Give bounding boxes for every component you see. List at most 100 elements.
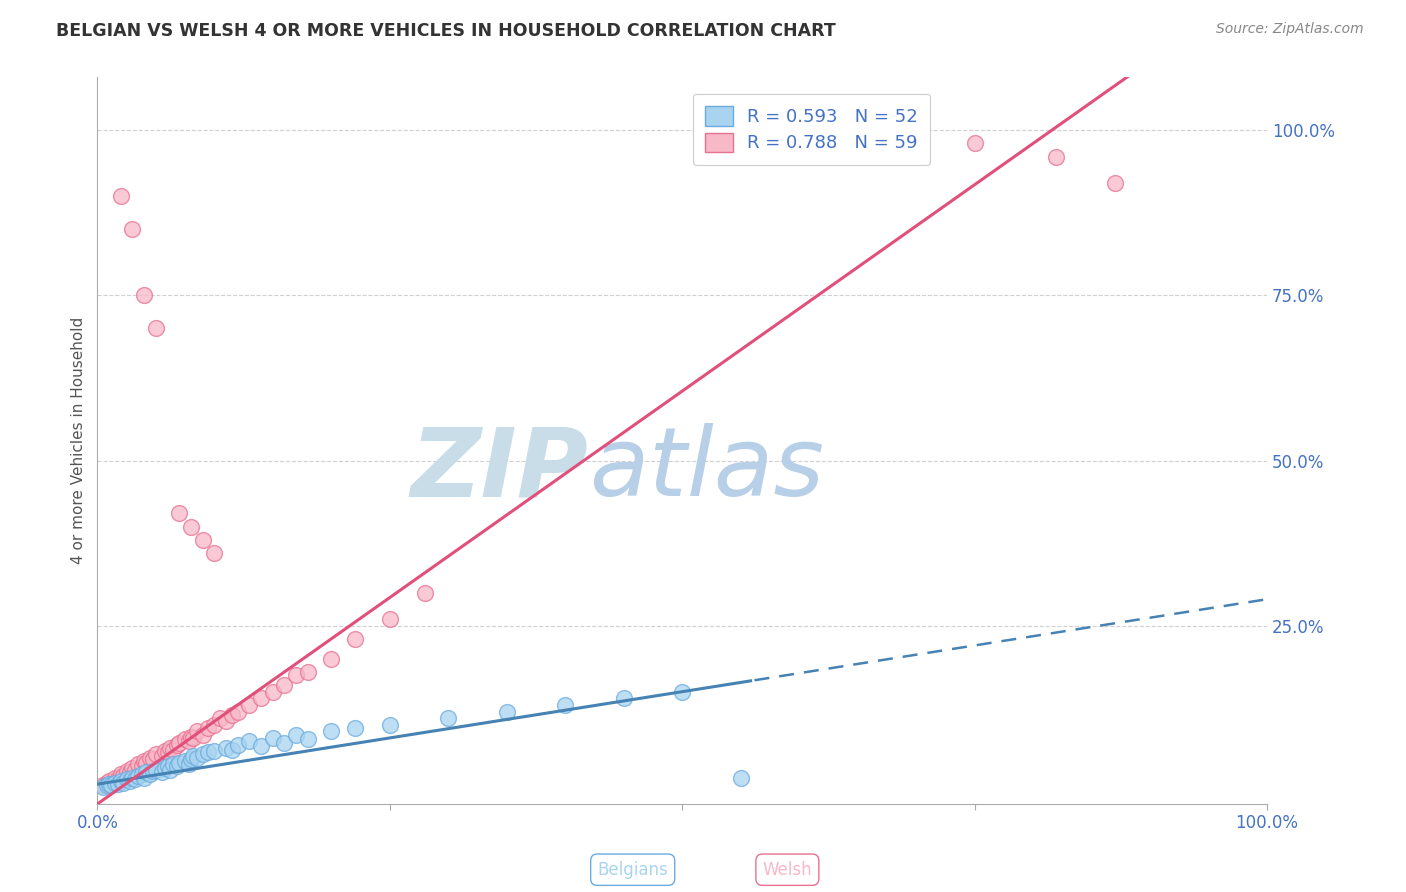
Point xyxy=(297,732,319,747)
Point xyxy=(250,691,273,706)
Point xyxy=(167,736,190,750)
Point xyxy=(671,684,693,698)
Point xyxy=(115,772,138,786)
Point xyxy=(153,761,176,775)
Point xyxy=(107,772,129,786)
Point xyxy=(91,780,114,795)
Point xyxy=(202,744,225,758)
Point xyxy=(273,678,295,692)
Point xyxy=(285,668,308,682)
Point xyxy=(131,767,153,781)
Point xyxy=(186,750,208,764)
Point xyxy=(180,730,202,744)
Point xyxy=(135,756,157,770)
Point xyxy=(174,732,197,747)
Point xyxy=(191,747,214,762)
Point xyxy=(181,731,204,745)
Point xyxy=(96,776,118,790)
Point xyxy=(120,765,142,780)
Text: Welsh: Welsh xyxy=(762,861,813,879)
Point xyxy=(104,771,127,785)
Point xyxy=(110,189,132,203)
Point xyxy=(262,684,284,698)
Point xyxy=(139,750,162,764)
Point xyxy=(495,705,517,719)
Text: Source: ZipAtlas.com: Source: ZipAtlas.com xyxy=(1216,22,1364,37)
Point xyxy=(413,585,436,599)
Point xyxy=(127,769,149,783)
Point xyxy=(177,734,200,748)
Point xyxy=(238,734,260,748)
Point xyxy=(273,736,295,750)
Point xyxy=(226,705,249,719)
Point xyxy=(142,752,165,766)
Point xyxy=(554,698,576,712)
Point xyxy=(134,771,156,785)
Point xyxy=(159,763,181,777)
Point xyxy=(209,711,232,725)
Point xyxy=(167,756,190,770)
Point xyxy=(262,731,284,745)
Legend: R = 0.593   N = 52, R = 0.788   N = 59: R = 0.593 N = 52, R = 0.788 N = 59 xyxy=(693,94,931,165)
Point xyxy=(107,777,129,791)
Point xyxy=(238,698,260,712)
Point xyxy=(177,757,200,772)
Point xyxy=(134,288,156,302)
Point xyxy=(135,765,157,780)
Point xyxy=(250,739,273,753)
Point xyxy=(202,546,225,560)
Text: Belgians: Belgians xyxy=(598,861,668,879)
Point xyxy=(145,747,167,762)
Point xyxy=(343,721,366,735)
Point xyxy=(121,761,143,775)
Point xyxy=(186,724,208,739)
Point xyxy=(121,222,143,236)
Point xyxy=(166,758,188,772)
Point xyxy=(110,773,132,788)
Point xyxy=(98,777,121,791)
Point xyxy=(162,757,184,772)
Point xyxy=(112,769,135,783)
Point xyxy=(167,507,190,521)
Point xyxy=(96,779,118,793)
Point xyxy=(134,754,156,768)
Point xyxy=(378,612,401,626)
Point xyxy=(166,738,188,752)
Point xyxy=(139,767,162,781)
Point xyxy=(150,765,173,780)
Point xyxy=(613,691,636,706)
Point xyxy=(145,321,167,335)
Point xyxy=(98,773,121,788)
Point xyxy=(153,744,176,758)
Point xyxy=(730,771,752,785)
Point xyxy=(343,632,366,646)
Point xyxy=(221,707,243,722)
Text: ZIP: ZIP xyxy=(411,424,589,516)
Point xyxy=(124,772,146,786)
Point xyxy=(226,738,249,752)
Point xyxy=(100,779,122,793)
Point xyxy=(150,749,173,764)
Point xyxy=(202,717,225,731)
Point xyxy=(191,728,214,742)
Point xyxy=(159,740,181,755)
Point xyxy=(112,776,135,790)
Point xyxy=(142,764,165,778)
Point xyxy=(180,752,202,766)
Point xyxy=(91,779,114,793)
Point xyxy=(124,763,146,777)
Y-axis label: 4 or more Vehicles in Household: 4 or more Vehicles in Household xyxy=(72,317,86,565)
Point xyxy=(215,740,238,755)
Point xyxy=(110,767,132,781)
Point xyxy=(297,665,319,679)
Point xyxy=(181,749,204,764)
Point xyxy=(437,711,460,725)
Point xyxy=(121,771,143,785)
Point xyxy=(191,533,214,547)
Point xyxy=(285,728,308,742)
Point xyxy=(115,764,138,778)
Point xyxy=(378,717,401,731)
Point xyxy=(197,721,219,735)
Text: atlas: atlas xyxy=(589,424,824,516)
Point xyxy=(127,757,149,772)
